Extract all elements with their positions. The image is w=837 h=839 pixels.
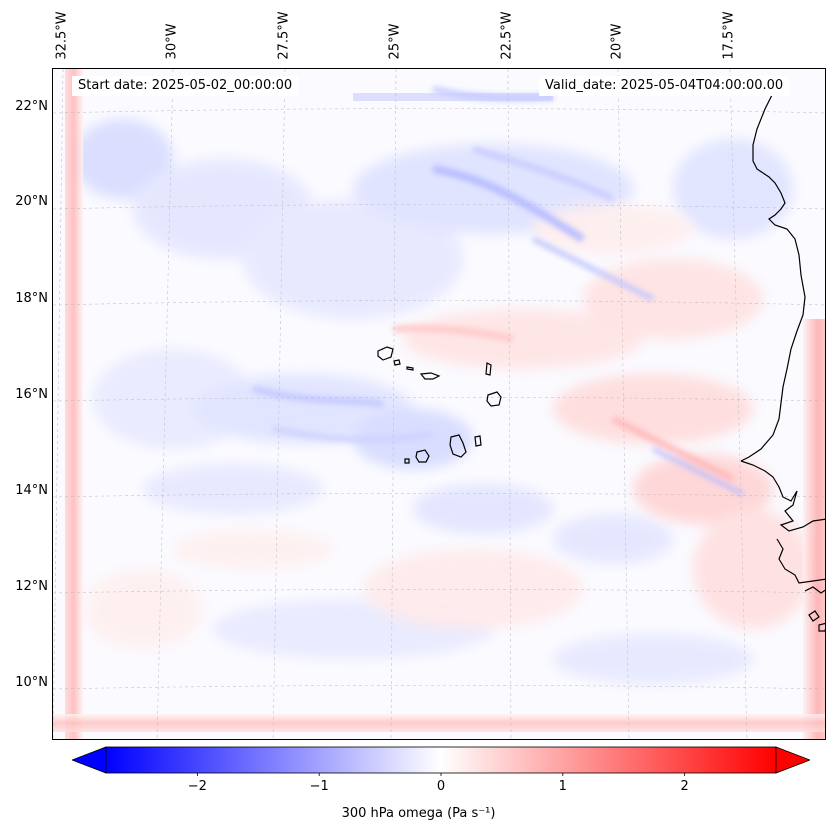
start-date-label: Start date: 2025-05-02_00:00:00 xyxy=(72,76,299,96)
positive-omega-regions xyxy=(83,204,813,649)
top-edge-band xyxy=(353,93,553,101)
lat-label-18n: 18°N xyxy=(15,291,48,306)
cape-verde-islands xyxy=(377,346,502,464)
lat-label-20n: 20°N xyxy=(15,194,48,209)
omega-streaks xyxy=(252,86,744,496)
coast-gambia-guinea xyxy=(776,538,825,584)
colorbar-body xyxy=(105,746,777,774)
map-panel[interactable] xyxy=(52,68,826,740)
coast-senegal xyxy=(740,460,825,532)
lon-label-22-5w: 22.5°W xyxy=(499,11,515,60)
right-edge-band xyxy=(803,319,825,739)
island-sal xyxy=(485,362,492,376)
colorbar xyxy=(72,746,810,776)
cb-tick-label: 2 xyxy=(680,779,689,794)
island-santiago xyxy=(449,434,467,458)
coast-bijagos xyxy=(808,610,825,632)
colorbar-label: 300 hPa omega (Pa s⁻¹) xyxy=(341,806,496,821)
cb-tick-label: 1 xyxy=(558,779,567,794)
cb-tick-label: 0 xyxy=(436,779,446,794)
omega-field-map xyxy=(53,69,825,739)
coast-mauritania xyxy=(740,82,806,462)
island-brava xyxy=(404,458,410,464)
lon-label-30w: 30°W xyxy=(164,23,180,60)
lat-label-14n: 14°N xyxy=(15,483,48,498)
bottom-edge-band xyxy=(53,714,825,732)
lat-label-22n: 22°N xyxy=(15,99,48,114)
lon-label-25w: 25°W xyxy=(387,23,403,60)
colorbar-right-extension xyxy=(775,746,810,774)
lat-label-16n: 16°N xyxy=(15,387,48,402)
island-fogo xyxy=(415,449,430,463)
island-boa-vista xyxy=(486,391,502,407)
coast-guinea-bissau xyxy=(804,586,825,594)
island-sao-nicolau xyxy=(406,366,414,371)
lon-label-20w: 20°W xyxy=(609,23,625,60)
negative-omega-regions xyxy=(73,119,793,684)
colorbar-left-extension xyxy=(72,746,107,774)
lon-label-17-5w: 17.5°W xyxy=(721,11,737,60)
lat-label-10n: 10°N xyxy=(15,675,48,690)
colorbar-tick-marks xyxy=(196,773,686,776)
island-sao-nicolau-east xyxy=(419,372,441,380)
lat-label-12n: 12°N xyxy=(15,579,48,594)
lon-label-27-5w: 27.5°W xyxy=(276,11,292,60)
valid-date-label: Valid_date: 2025-05-04T04:00:00.00 xyxy=(539,76,790,96)
island-sao-vicente xyxy=(393,359,401,366)
lon-label-32-5w: 32.5°W xyxy=(54,11,70,60)
cb-tick-label: −2 xyxy=(187,779,207,794)
gridlines xyxy=(53,69,825,739)
cb-tick-label: −1 xyxy=(309,779,329,794)
left-edge-band xyxy=(65,69,83,739)
boundary-artifacts xyxy=(53,69,825,739)
island-maio xyxy=(474,435,482,447)
island-santo-antao xyxy=(377,346,394,361)
african-coastline xyxy=(740,82,825,632)
